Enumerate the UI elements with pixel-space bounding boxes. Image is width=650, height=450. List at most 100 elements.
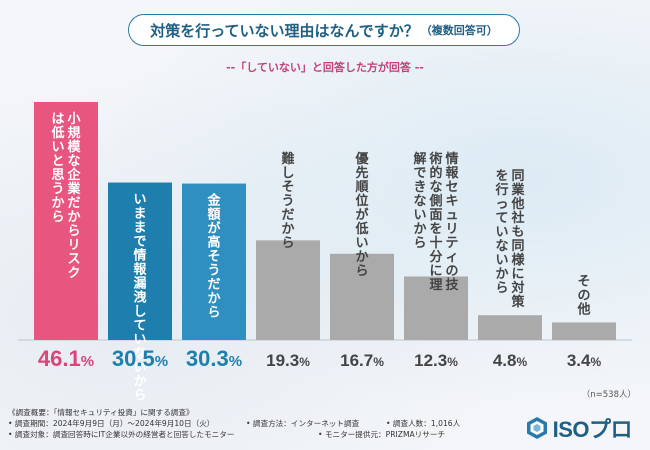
svg-text:技: 技: [445, 277, 459, 293]
svg-text:な: な: [413, 194, 426, 209]
svg-text:ら: ら: [67, 224, 80, 239]
footer-period: • 調査期間：2024年9月9日（月）～2024年9月10日（火）: [8, 419, 215, 428]
svg-text:リ: リ: [67, 238, 80, 253]
svg-text:い: い: [495, 225, 508, 240]
svg-text:他: 他: [510, 196, 524, 212]
svg-text:優: 優: [354, 151, 369, 167]
svg-text:様: 様: [511, 252, 525, 268]
svg-text:い: い: [413, 208, 426, 223]
svg-text:洩: 洩: [133, 290, 146, 306]
svg-text:い: い: [51, 140, 64, 155]
svg-text:に: に: [511, 267, 524, 282]
svg-text:か: か: [495, 267, 508, 282]
svg-text:も: も: [511, 225, 524, 240]
sample-size-note: （n=538人）: [581, 390, 636, 400]
value-label-7: 3.4%: [567, 351, 602, 370]
svg-text:漏: 漏: [133, 276, 146, 292]
svg-text:理: 理: [429, 278, 442, 293]
value-label-5: 12.3%: [414, 351, 458, 370]
footer-heading: 《調査概要：「情報セキュリティ投資」に関する調査》: [8, 408, 194, 417]
chart-subtitle: --「していない」と回答した方が回答 --: [226, 61, 424, 74]
bar-2: [182, 183, 246, 340]
svg-text:報: 報: [133, 262, 147, 278]
svg-text:側: 側: [428, 193, 442, 209]
svg-text:い: い: [355, 236, 368, 251]
svg-text:が: が: [207, 221, 220, 237]
svg-text:リ: リ: [445, 222, 458, 237]
svg-text:的: 的: [429, 165, 442, 181]
svg-text:報: 報: [445, 165, 459, 181]
bar-3: [256, 240, 320, 340]
svg-text:難: 難: [281, 151, 294, 167]
svg-text:同: 同: [511, 169, 524, 184]
svg-text:い: い: [133, 361, 146, 376]
svg-text:業: 業: [510, 182, 525, 198]
svg-text:分: 分: [429, 249, 442, 265]
svg-text:業: 業: [66, 181, 81, 197]
svg-text:解: 解: [412, 151, 426, 167]
svg-text:面: 面: [429, 208, 442, 223]
svg-text:情: 情: [133, 248, 146, 264]
svg-text:ま: ま: [133, 207, 146, 222]
svg-text:で: で: [133, 235, 146, 250]
svg-text:対: 対: [510, 280, 524, 296]
svg-text:十: 十: [429, 235, 442, 251]
svg-text:金: 金: [206, 193, 221, 209]
svg-text:と: と: [51, 154, 64, 169]
svg-text:テ: テ: [445, 236, 458, 251]
svg-text:企: 企: [66, 167, 81, 183]
footer-target: • 調査対象：調査回答時にIT企業以外の経営者と回答したモニター: [8, 430, 235, 439]
svg-text:し: し: [133, 305, 146, 320]
svg-text:ュ: ュ: [445, 208, 458, 223]
svg-text:そ: そ: [577, 274, 590, 289]
category-label-7: その他: [576, 274, 590, 317]
footer-count: • 調査人数：1,016人: [386, 419, 461, 428]
svg-text:は: は: [51, 112, 64, 127]
value-label-3: 19.3%: [266, 351, 310, 370]
svg-text:ら: ら: [207, 306, 220, 321]
svg-text:額: 額: [206, 207, 220, 223]
svg-text:同: 同: [511, 239, 524, 254]
svg-text:か: か: [67, 210, 80, 225]
svg-text:順: 順: [355, 180, 369, 195]
chart-title: 対策を行っていない理由はなんですか？: [150, 21, 419, 40]
svg-text:か: か: [355, 250, 368, 265]
svg-text:キ: キ: [445, 194, 458, 209]
svg-text:で: で: [413, 166, 426, 181]
svg-text:他: 他: [576, 301, 590, 317]
svg-text:の: の: [577, 288, 590, 303]
svg-text:っ: っ: [495, 197, 508, 212]
value-label-2: 30.3%: [186, 346, 242, 371]
chart-title-box: 対策を行っていない理由はなんですか？ （複数回答可）: [128, 14, 520, 46]
svg-text:い: い: [495, 253, 508, 268]
svg-text:な: な: [495, 239, 508, 254]
svg-text:い: い: [133, 193, 146, 208]
svg-text:を: を: [495, 169, 508, 184]
svg-text:が: が: [355, 207, 368, 223]
survey-footer: 《調査概要：「情報セキュリティ投資」に関する調査》 • 調査期間：2024年9月…: [8, 407, 460, 440]
svg-text:ら: ら: [133, 389, 146, 400]
svg-text:う: う: [207, 264, 220, 279]
value-label-1: 30.5%: [112, 346, 168, 371]
svg-text:か: か: [413, 222, 426, 237]
svg-text:か: か: [207, 292, 220, 307]
svg-text:か: か: [51, 196, 64, 211]
svg-text:に: に: [429, 264, 442, 279]
svg-text:ら: ら: [495, 281, 508, 296]
svg-text:そ: そ: [207, 250, 220, 265]
svg-text:ス: ス: [67, 252, 80, 267]
bar-4: [330, 253, 394, 340]
svg-text:高: 高: [207, 235, 220, 251]
svg-text:情: 情: [445, 151, 458, 167]
svg-text:う: う: [51, 182, 64, 197]
svg-text:し: し: [281, 166, 294, 181]
svg-text:な: な: [429, 180, 442, 195]
svg-text:ら: ら: [413, 236, 426, 251]
svg-text:ィ: ィ: [445, 250, 458, 265]
svg-text:て: て: [495, 211, 508, 226]
